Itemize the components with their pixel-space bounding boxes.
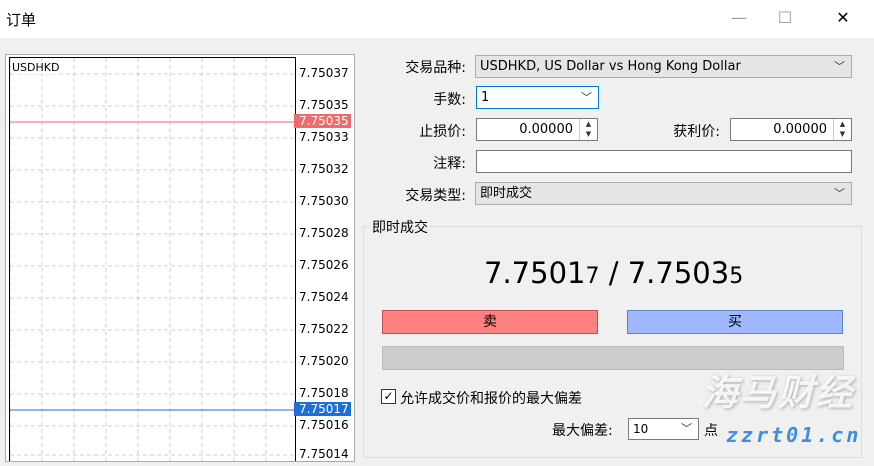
y-axis-label: 7.75018: [299, 386, 349, 400]
order-type-select[interactable]: 即时成交 ﹀: [475, 182, 852, 205]
ask-pip: 5: [729, 264, 744, 289]
y-axis-label: 7.75030: [299, 194, 349, 208]
quote-separator: /: [599, 256, 628, 290]
comment-label: 注释:: [433, 156, 466, 172]
spin-arrows-icon[interactable]: ▲ ▼: [833, 119, 851, 140]
watermark-logo: 海马财经: [702, 373, 855, 414]
stop-loss-input[interactable]: 0.00000 ▲ ▼: [476, 118, 598, 141]
minimize-button[interactable]: —: [731, 8, 747, 27]
y-axis-label: 7.75014: [299, 447, 349, 461]
buy-button[interactable]: 买: [627, 310, 843, 334]
chevron-down-icon: ﹀: [681, 422, 692, 435]
order-type-label: 交易类型:: [405, 188, 466, 204]
comment-input[interactable]: [476, 150, 852, 173]
watermark-url: zzrt01.cn: [726, 423, 862, 447]
ask-price: 7.7503: [627, 256, 730, 290]
status-bar: [382, 346, 844, 370]
chevron-down-icon: ﹀: [834, 187, 845, 200]
volume-value: 1: [481, 90, 490, 105]
spin-arrows-icon[interactable]: ▲ ▼: [579, 119, 597, 140]
y-axis-label: 7.75037: [299, 66, 349, 80]
instant-execution-group: [363, 226, 862, 458]
bid-price-tag: 7.75017: [294, 402, 351, 416]
stop-loss-value: 0.00000: [519, 122, 573, 137]
take-profit-label: 获利价:: [673, 124, 720, 140]
chart-plot-area: USDHKD: [9, 57, 297, 462]
y-axis-label: 7.75032: [299, 162, 349, 176]
stop-loss-label: 止损价:: [419, 124, 466, 140]
chevron-down-icon: ﹀: [834, 60, 845, 73]
y-axis-label: 7.75016: [299, 418, 349, 432]
take-profit-input[interactable]: 0.00000 ▲ ▼: [730, 118, 852, 141]
y-axis-label: 7.75035: [299, 98, 349, 112]
y-axis-label: 7.75028: [299, 226, 349, 240]
max-deviation-value: 10: [633, 422, 649, 436]
bid-price: 7.7501: [484, 256, 586, 290]
window-title: 订单: [6, 11, 37, 29]
max-deviation-select[interactable]: 10 ﹀: [628, 418, 699, 440]
tick-chart: USDHKD 7.75037 7.75035 7.75033 7.75032 7.750…: [5, 54, 355, 462]
deviation-checkbox-label: 允许成交价和报价的最大偏差: [400, 391, 582, 407]
points-label: 点: [704, 423, 718, 439]
max-deviation-label: 最大偏差:: [552, 423, 613, 439]
quote-display: 7.75017 / 7.75035: [484, 256, 743, 290]
ask-price-tag: 7.75035: [294, 114, 351, 128]
order-type-value: 即时成交: [480, 186, 533, 201]
y-axis-label: 7.75033: [299, 130, 349, 144]
title-bar: 订单 — ☐ ✕: [0, 0, 874, 38]
sell-button[interactable]: 卖: [382, 310, 598, 334]
y-axis-label: 7.75020: [299, 354, 349, 368]
maximize-button[interactable]: ☐: [777, 8, 793, 27]
deviation-checkbox[interactable]: ✓: [381, 389, 396, 404]
take-profit-value: 0.00000: [773, 122, 827, 137]
symbol-select[interactable]: USDHKD, US Dollar vs Hong Kong Dollar ﹀: [475, 55, 852, 78]
bid-pip: 7: [585, 264, 600, 289]
volume-label: 手数:: [433, 92, 466, 108]
y-axis-label: 7.75024: [299, 290, 349, 304]
chart-symbol: USDHKD: [12, 61, 60, 74]
volume-input[interactable]: 1 ﹀: [476, 86, 599, 109]
chevron-down-icon[interactable]: ﹀: [581, 91, 592, 104]
symbol-value: USDHKD, US Dollar vs Hong Kong Dollar: [480, 59, 741, 74]
close-button[interactable]: ✕: [836, 8, 850, 27]
symbol-label: 交易品种:: [405, 60, 466, 76]
y-axis-label: 7.75022: [299, 322, 349, 336]
group-title: 即时成交: [370, 217, 430, 237]
y-axis-label: 7.75026: [299, 258, 349, 272]
